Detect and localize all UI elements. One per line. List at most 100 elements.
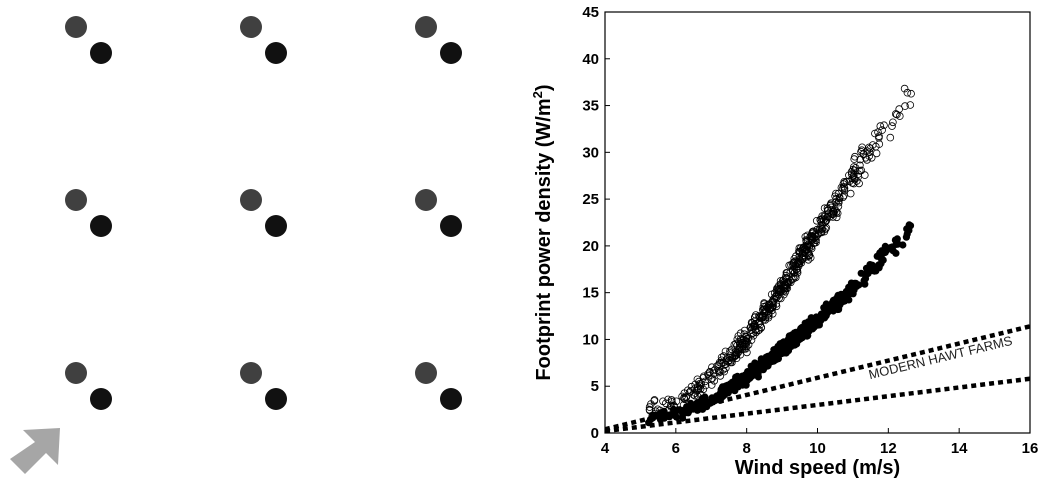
data-point <box>852 177 861 185</box>
data-point <box>795 244 804 252</box>
y-tick-label: 20 <box>582 238 599 255</box>
data-point <box>757 323 766 332</box>
upwind-turbine <box>65 362 87 384</box>
data-point <box>784 347 793 355</box>
data-point <box>857 269 865 277</box>
data-point <box>834 198 843 207</box>
y-axis-label: Footprint power density (W/m2) <box>530 84 555 380</box>
data-point <box>760 364 768 372</box>
x-tick-label: 10 <box>809 440 826 457</box>
y-tick-label: 0 <box>591 425 599 442</box>
data-point <box>708 363 716 372</box>
data-point <box>850 155 859 163</box>
data-point <box>871 129 879 138</box>
data-point <box>750 321 758 330</box>
data-point <box>804 240 813 248</box>
data-point <box>814 229 823 238</box>
data-point <box>793 268 802 277</box>
data-point <box>721 390 729 398</box>
data-point <box>867 154 876 162</box>
data-point <box>753 366 761 374</box>
data-point <box>668 398 676 406</box>
data-point <box>701 377 709 386</box>
data-point <box>726 353 734 362</box>
data-point <box>650 397 659 405</box>
data-point <box>807 243 815 251</box>
data-point <box>903 230 911 238</box>
data-point <box>659 397 667 406</box>
data-point <box>847 170 856 179</box>
data-point <box>849 165 857 174</box>
data-point <box>776 277 785 285</box>
data-point <box>891 110 900 118</box>
data-point <box>850 166 859 175</box>
data-point <box>871 142 880 151</box>
data-point <box>834 197 843 205</box>
upwind-turbine <box>415 16 437 38</box>
downwind-turbine <box>440 215 462 237</box>
data-point <box>860 277 868 285</box>
downwind-turbine <box>440 388 462 410</box>
downwind-turbine <box>90 215 112 237</box>
data-point <box>865 152 874 160</box>
data-point <box>804 255 813 264</box>
filled-circle-series <box>645 221 915 427</box>
data-point <box>773 284 781 293</box>
data-point <box>863 147 871 155</box>
data-point <box>907 89 915 98</box>
data-point <box>803 237 812 245</box>
data-point <box>772 348 780 356</box>
data-point <box>741 375 749 383</box>
downwind-turbine <box>90 42 112 64</box>
data-point <box>739 342 748 351</box>
data-point <box>725 356 734 364</box>
data-point <box>680 389 689 398</box>
y-tick-label: 35 <box>582 98 599 115</box>
y-tick-label: 25 <box>582 191 599 208</box>
data-point <box>782 278 790 286</box>
data-point <box>817 228 825 236</box>
data-point <box>888 243 896 251</box>
data-point <box>812 320 820 328</box>
data-point <box>687 387 695 395</box>
x-axis-label: Wind speed (m/s) <box>735 457 900 479</box>
data-point <box>817 228 826 237</box>
data-point <box>740 345 749 353</box>
data-point <box>846 189 855 198</box>
data-point <box>774 355 782 363</box>
data-point <box>744 368 752 376</box>
data-point <box>906 222 915 230</box>
data-point <box>794 257 803 266</box>
upwind-turbine <box>65 189 87 211</box>
turbine-pair <box>240 362 287 410</box>
data-point <box>792 336 800 344</box>
plot-area <box>604 84 1031 434</box>
data-point <box>719 366 727 374</box>
data-point <box>721 347 730 356</box>
data-point <box>827 199 835 208</box>
turbine-pair <box>240 16 287 64</box>
data-point <box>772 302 781 311</box>
data-point <box>742 334 751 343</box>
data-point <box>749 331 758 340</box>
data-point <box>728 358 736 367</box>
data-point <box>786 333 794 341</box>
data-point <box>749 322 757 331</box>
data-point <box>852 279 860 287</box>
data-point <box>747 318 756 327</box>
data-point <box>895 112 904 120</box>
data-point <box>798 327 806 335</box>
annotation-modern-hawt-farms: MODERN HAWT FARMS <box>867 333 1014 382</box>
y-tick-label: 40 <box>582 51 599 68</box>
y-tick-label: 30 <box>582 144 599 161</box>
data-point <box>804 252 813 260</box>
upwind-turbine <box>240 16 262 38</box>
data-point <box>860 171 869 179</box>
x-tick-label: 4 <box>601 440 610 457</box>
data-point <box>875 261 883 269</box>
data-point <box>875 132 883 141</box>
data-point <box>727 382 735 390</box>
upwind-turbine <box>415 189 437 211</box>
turbine-pair <box>65 16 112 64</box>
data-point <box>840 191 848 200</box>
